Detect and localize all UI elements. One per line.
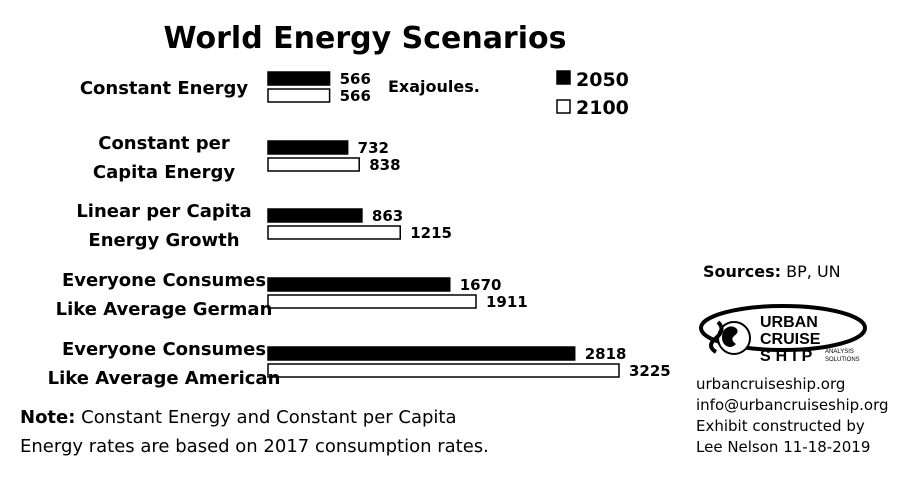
legend-label-2100: 2100 [576, 97, 629, 119]
bar-2050-4 [267, 346, 576, 361]
value-label-2050-0: 566 [340, 70, 371, 88]
category-label-4-0: Everyone Consumes [62, 339, 266, 360]
sources-label: Sources: [703, 262, 782, 281]
category-label-1-0: Constant per [98, 133, 230, 154]
website-text: urbancruiseship.org [696, 375, 846, 393]
sources: Sources: BP, UN [703, 262, 841, 281]
value-label-2100-3: 1911 [486, 293, 528, 311]
bar-2050-1 [267, 140, 349, 155]
bar-2050-2 [267, 208, 363, 223]
value-label-2050-3: 1670 [460, 276, 502, 294]
category-label-2-0: Linear per Capita [76, 201, 251, 222]
value-label-2100-2: 1215 [410, 224, 452, 242]
value-label-2100-0: 566 [340, 87, 371, 105]
credit-line-2: Lee Nelson 11-18-2019 [696, 438, 871, 456]
urban-cruise-ship-logo: URBAN CRUISE SHIP ANALYSIS SOLUTIONS [699, 304, 867, 365]
bar-2050-3 [267, 277, 451, 292]
logo-s-glyph [709, 320, 724, 354]
value-label-2050-1: 732 [358, 139, 389, 157]
bar-2100-3 [267, 294, 477, 309]
category-label-3-0: Everyone Consumes [62, 270, 266, 291]
category-labels: Constant Energy Constant per Capita Energy… [48, 78, 281, 389]
note-line-1-text: Constant Energy and Constant per Capita [75, 407, 457, 428]
note-label: Note: [20, 407, 76, 428]
email-text: info@urbancruiseship.org [696, 396, 889, 414]
logo-continent-shape [722, 326, 738, 347]
bar-2100-4 [267, 363, 620, 378]
bar-2100-1 [267, 157, 360, 172]
category-label-2-1: Energy Growth [88, 230, 239, 251]
legend: 2050 2100 [556, 69, 629, 119]
category-label-0-0: Constant Energy [80, 78, 249, 99]
credit-line-1: Exhibit constructed by [696, 417, 865, 435]
sources-text: BP, UN [781, 262, 841, 281]
value-label-2100-1: 838 [369, 156, 400, 174]
chart-title: World Energy Scenarios [164, 21, 567, 56]
legend-swatch-2050 [556, 70, 571, 85]
value-label-2100-4: 3225 [629, 362, 671, 380]
note-line-1: Note: Constant Energy and Constant per C… [20, 403, 489, 432]
category-label-1-1: Capita Energy [93, 162, 236, 183]
logo-tag1: ANALYSIS [825, 349, 854, 355]
value-label-2050-4: 2818 [585, 345, 627, 363]
logo-line1: URBAN [760, 314, 818, 331]
logo-swoosh-outer [699, 304, 867, 352]
bar-2100-0 [267, 88, 331, 103]
logo-line2: CRUISE [760, 331, 821, 348]
category-label-4-1: Like Average American [48, 368, 281, 389]
unit-label: Exajoules. [388, 77, 480, 96]
value-label-2050-2: 863 [372, 207, 403, 225]
category-label-3-1: Like Average German [56, 299, 273, 320]
logo-line3: SHIP [760, 348, 817, 365]
logo-tag2: SOLUTIONS [825, 357, 860, 363]
legend-label-2050: 2050 [576, 69, 629, 91]
note: Note: Constant Energy and Constant per C… [20, 403, 489, 461]
legend-swatch-2100 [556, 99, 571, 114]
bar-2100-2 [267, 225, 401, 240]
contact-info: urbancruiseship.org info@urbancruiseship… [696, 374, 889, 458]
note-line-2: Energy rates are based on 2017 consumpti… [20, 436, 489, 457]
bar-2050-0 [267, 71, 331, 86]
